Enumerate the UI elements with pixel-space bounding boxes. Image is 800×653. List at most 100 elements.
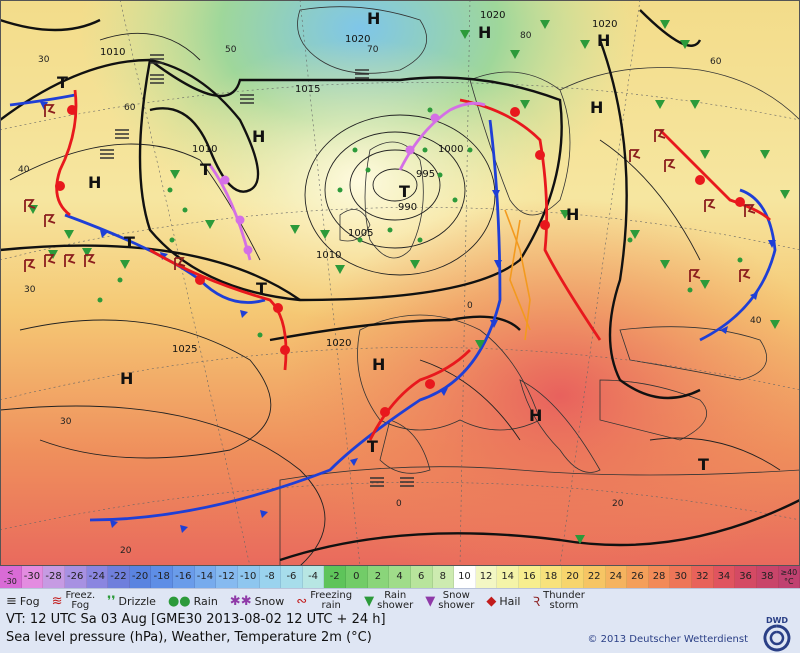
pressure-label: 990: [398, 202, 417, 213]
hot-region: [0, 0, 800, 566]
high-center: H: [566, 205, 579, 224]
weather-legend: ≡ Fog ≋ Freez. Fog ❜❜ Drizzle ●● Rain ✱✱…: [0, 588, 800, 613]
cold-fronts: [9, 93, 777, 522]
valid-time: VT: 12 UTC Sa 03 Aug [GME30 2013-08-02 1…: [6, 612, 386, 627]
legend-rain: ●● Rain: [167, 593, 218, 609]
weather-map: 1010 1015 1010 1020 1020 1020 1000 995 9…: [0, 0, 800, 566]
high-center: H: [597, 31, 610, 50]
convergence-lines: [504, 209, 531, 341]
scale-cell: 4: [389, 566, 411, 588]
legend-thunderstorm: Ꝛ Thunder storm: [532, 590, 585, 611]
scale-cell: -12: [216, 566, 238, 588]
legend-snow: ✱✱ Snow: [229, 593, 285, 609]
high-center: H: [478, 23, 491, 42]
pressure-centers: H H H H H H H H H H T T T T T T T: [57, 9, 709, 474]
grid-labels: 30 50 60 40 30 30 20 20 0 0 40 60 70 80: [18, 31, 762, 556]
scale-cell: -24: [86, 566, 109, 588]
scale-cell: 18: [540, 566, 563, 588]
scale-cell: -6: [281, 566, 303, 588]
low-center: T: [367, 437, 378, 456]
high-center: H: [120, 369, 133, 388]
scale-cell: 30: [670, 566, 692, 588]
pressure-label: 1020: [326, 338, 351, 349]
rain-symbols: [97, 107, 743, 338]
scale-cell: 6: [410, 566, 433, 588]
rain-shower-icon: ▼: [364, 593, 375, 609]
scale-cell: -10: [237, 566, 260, 588]
svg-text:80: 80: [520, 31, 532, 41]
scale-cell: -28: [43, 566, 65, 588]
freezing-rain-icon: ∾: [296, 593, 308, 609]
svg-text:60: 60: [124, 103, 136, 113]
scale-cell: 32: [692, 566, 714, 588]
legend-rain-shower: ▼ Rain shower: [364, 590, 414, 611]
scale-cell: 28: [648, 566, 671, 588]
high-center: H: [88, 173, 101, 192]
scale-cell: 14: [497, 566, 519, 588]
major-isobars: [0, 9, 800, 562]
copyright: © 2013 Deutscher Wetterdienst: [587, 634, 748, 645]
temperature-scale: < -30 -30 -28 -26 -24 -22 -20 -18 -16 -14 -12 -10 -8…: [0, 566, 800, 588]
legend-freezing-rain: ∾ Freezing rain: [296, 590, 353, 611]
svg-text:30: 30: [38, 55, 50, 65]
pressure-label: 1020: [480, 10, 505, 21]
scale-cell: 12: [475, 566, 498, 588]
fog-icon: ≡: [6, 593, 17, 609]
pressure-labels: 1010 1015 1010 1020 1020 1020 1000 995 9…: [100, 10, 617, 355]
pressure-label: 1020: [592, 19, 617, 30]
thunderstorm-icon: Ꝛ: [532, 595, 541, 610]
drizzle-icon: ❜❜: [107, 593, 116, 609]
scale-cell: -30: [21, 566, 44, 588]
scale-cell: 38: [756, 566, 779, 588]
pressure-label: 1005: [348, 228, 373, 239]
legend-freezing-fog: ≋ Freez. Fog: [51, 590, 96, 611]
scale-cell: 16: [519, 566, 541, 588]
scale-cell: 24: [605, 566, 628, 588]
scale-cell: 8: [432, 566, 455, 588]
svg-text:20: 20: [612, 499, 624, 509]
scale-cell: -2: [324, 566, 346, 588]
snow-shower-icon: ▼: [425, 593, 436, 609]
svg-text:30: 30: [24, 285, 36, 295]
high-center: H: [252, 127, 265, 146]
high-center: H: [367, 9, 380, 28]
pressure-label: 1010: [100, 47, 125, 58]
fog-symbols: [100, 54, 414, 487]
legend-hail: ◆ Hail: [486, 593, 521, 609]
scale-cell: 20: [562, 566, 584, 588]
pressure-label: 1025: [172, 344, 197, 355]
scale-cell: -20: [129, 566, 152, 588]
legend-fog: ≡ Fog: [6, 593, 40, 609]
scale-cell: -22: [108, 566, 130, 588]
scale-cell: -8: [259, 566, 282, 588]
svg-text:30: 30: [60, 417, 72, 427]
high-center: H: [372, 355, 385, 374]
svg-text:20: 20: [120, 546, 132, 556]
low-center: T: [256, 279, 267, 298]
scale-cell: 2: [367, 566, 390, 588]
svg-text:0: 0: [467, 301, 473, 311]
pressure-label: 995: [416, 169, 435, 180]
scale-cell: 10: [454, 566, 476, 588]
low-center: T: [200, 160, 211, 179]
map-info-footer: VT: 12 UTC Sa 03 Aug [GME30 2013-08-02 1…: [0, 612, 800, 653]
scale-cell: 26: [627, 566, 649, 588]
pressure-label: 1000: [438, 144, 463, 155]
scale-cell: -4: [302, 566, 325, 588]
high-center: H: [529, 406, 542, 425]
svg-text:60: 60: [710, 57, 722, 67]
svg-text:DWD: DWD: [766, 616, 788, 625]
svg-text:40: 40: [18, 165, 30, 175]
pressure-label: 1010: [192, 144, 217, 155]
pressure-label: 1015: [295, 84, 320, 95]
dwd-logo: DWD: [758, 614, 796, 652]
map-description: Sea level pressure (hPa), Weather, Tempe…: [6, 630, 372, 645]
low-center: T: [124, 233, 135, 252]
rain-shower-symbols: [28, 20, 790, 544]
freezing-fog-icon: ≋: [51, 593, 63, 609]
scale-cell: 36: [735, 566, 757, 588]
scale-cell: ≥40 °C: [778, 566, 800, 588]
legend-snow-shower: ▼ Snow shower: [425, 590, 475, 611]
hail-icon: ◆: [486, 593, 497, 609]
graticule: [0, 0, 800, 566]
